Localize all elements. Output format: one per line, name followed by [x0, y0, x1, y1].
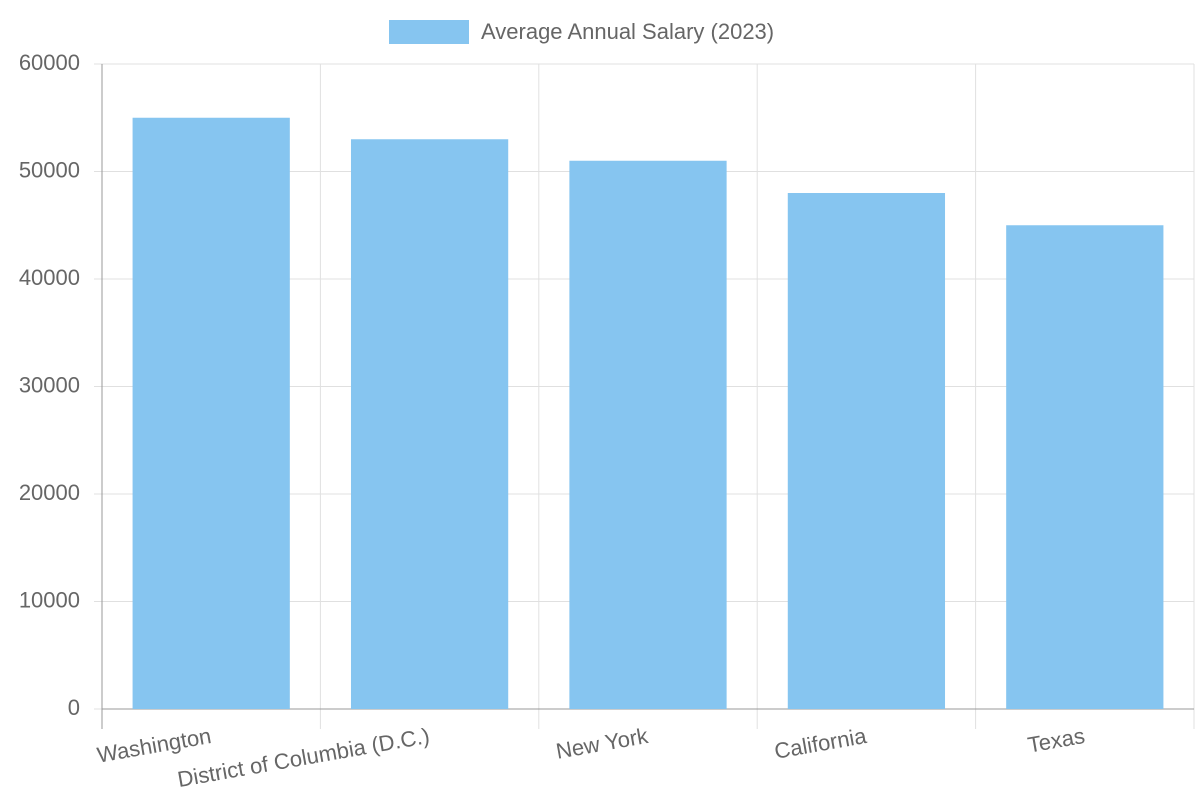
- x-tick-label: New York: [554, 723, 651, 764]
- y-tick-label: 50000: [19, 157, 80, 182]
- legend-label: Average Annual Salary (2023): [481, 19, 774, 44]
- y-tick-label: 20000: [19, 480, 80, 505]
- bar: [569, 160, 727, 709]
- bar: [1006, 225, 1164, 709]
- y-tick-label: 0: [68, 695, 80, 720]
- bar: [132, 117, 290, 709]
- x-tick-label: District of Columbia (D.C.): [176, 723, 432, 792]
- legend-swatch: [389, 20, 469, 44]
- bar: [350, 139, 509, 709]
- x-tick-label: Washington: [95, 723, 213, 768]
- x-tick-label: Texas: [1026, 723, 1087, 758]
- y-tick-label: 40000: [19, 265, 80, 290]
- y-tick-label: 60000: [19, 50, 80, 75]
- x-tick-label: California: [772, 723, 869, 764]
- y-tick-label: 10000: [19, 587, 80, 612]
- y-tick-label: 30000: [19, 372, 80, 397]
- bar: [787, 193, 946, 709]
